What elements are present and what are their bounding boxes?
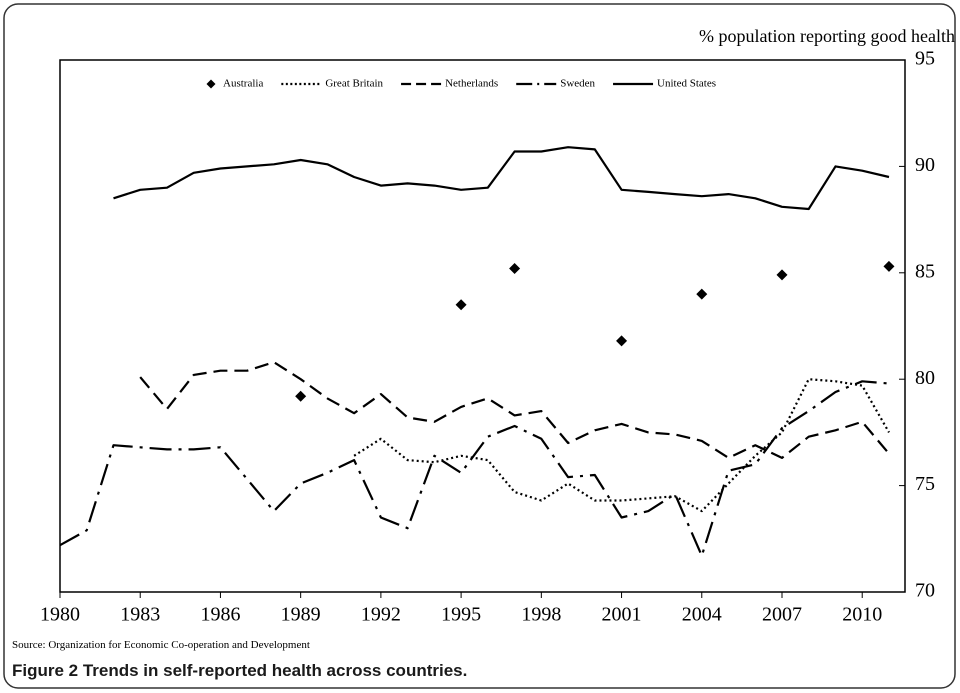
data-point — [509, 263, 521, 275]
legend-label: Sweden — [560, 78, 595, 90]
figure-caption: Figure 2 Trends in self-reported health … — [12, 661, 467, 680]
y-tick-label: 70 — [915, 580, 935, 602]
y-tick-label: 80 — [915, 367, 935, 389]
x-tick-label: 1989 — [281, 604, 321, 626]
x-tick-label: 2010 — [842, 604, 882, 626]
y-tick-label: 90 — [915, 154, 935, 176]
series-line — [113, 146, 890, 211]
data-point — [776, 269, 788, 281]
data-point — [295, 390, 307, 402]
x-tick-label: 1980 — [40, 604, 80, 626]
data-point — [616, 335, 628, 347]
data-point — [696, 288, 708, 300]
series-line — [353, 378, 890, 513]
x-tick-label: 1986 — [200, 604, 240, 626]
data-point — [455, 299, 467, 311]
x-tick-label: 2004 — [682, 604, 722, 626]
y-tick-label: 95 — [915, 48, 935, 70]
plot-frame — [59, 59, 906, 593]
legend-label: Great Britain — [325, 78, 383, 90]
series-line — [59, 380, 890, 557]
legend-marker — [206, 79, 216, 89]
figure-frame — [3, 3, 956, 689]
source-note: Source: Organization for Economic Co-ope… — [12, 639, 310, 651]
x-tick-label: 1995 — [441, 604, 481, 626]
x-tick-label: 1992 — [361, 604, 401, 626]
x-tick-label: 2007 — [762, 604, 802, 626]
data-point — [883, 260, 895, 272]
y-axis-label: % population reporting good health — [699, 26, 955, 46]
legend-label: United States — [657, 78, 716, 90]
y-tick-label: 75 — [915, 473, 935, 495]
legend-label: Australia — [223, 78, 263, 90]
series-line — [139, 361, 890, 459]
y-tick-label: 85 — [915, 260, 935, 282]
x-tick-label: 1998 — [521, 604, 561, 626]
legend-label: Netherlands — [445, 78, 498, 90]
x-tick-label: 1983 — [120, 604, 160, 626]
x-tick-label: 2001 — [602, 604, 642, 626]
